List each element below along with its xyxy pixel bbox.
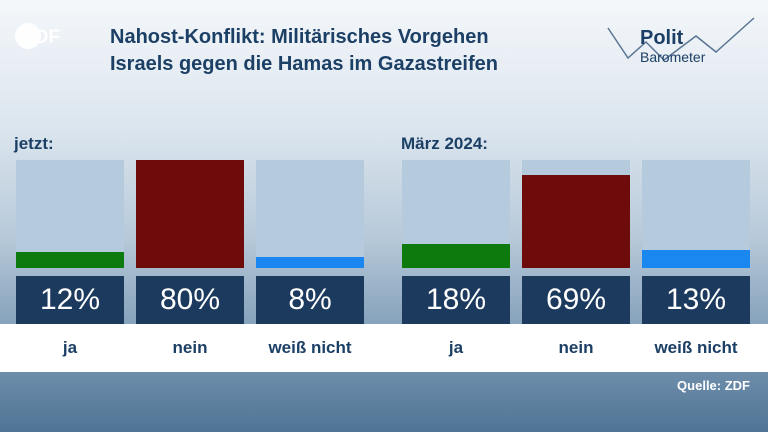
bar-jetzt-ja [16,160,124,268]
value-label-jetzt-ja: 12% [16,276,124,324]
value-label-jetzt-weiss-nicht: 8% [256,276,364,324]
category-label-jetzt-weiss-nicht: weiß nicht [268,338,352,357]
bar-fill [16,251,124,268]
bar-fill [256,257,364,268]
category-label-strip [0,324,768,372]
category-label-maerz-ja: ja [448,338,464,357]
bar-jetzt-nein [136,160,244,268]
barometer-logo-text: Barometer [640,49,706,65]
zdf-logo: ZDF [15,23,60,49]
bar-fill [402,243,510,268]
bar-jetzt-weiss-nicht [256,160,364,268]
source-note: Quelle: ZDF [677,378,750,393]
category-label-maerz-weiss-nicht: weiß nicht [654,338,738,357]
bar-fill [642,250,750,268]
polit-logo-text: Polit [640,27,684,49]
value-label-maerz-ja: 18% [402,276,510,324]
category-label-maerz-nein: nein [558,338,594,357]
chart-title: Nahost-Konflikt: Militärisches Vorgehen … [110,24,590,78]
chart-title-line2: Israels gegen die Hamas im Gazastreifen [110,53,498,75]
chart-title-line1: Nahost-Konflikt: Militärisches Vorgehen [110,26,489,48]
group-label-maerz-2024: März 2024: [401,134,488,153]
bar-fill [522,174,630,268]
bar-maerz-weiss-nicht [642,160,750,268]
category-label-jetzt-nein: nein [172,338,208,357]
zdf-logo-text: ZDF [23,27,60,48]
value-label-jetzt-nein: 80% [136,276,244,324]
group-label-jetzt: jetzt: [14,134,54,153]
bar-maerz-nein [522,160,630,268]
value-label-maerz-weiss-nicht: 13% [642,276,750,324]
bar-fill [136,160,244,268]
politbarometer-logo: Polit Barometer [607,17,755,65]
bar-maerz-ja [402,160,510,268]
category-label-jetzt-ja: ja [62,338,78,357]
value-label-maerz-nein: 69% [522,276,630,324]
